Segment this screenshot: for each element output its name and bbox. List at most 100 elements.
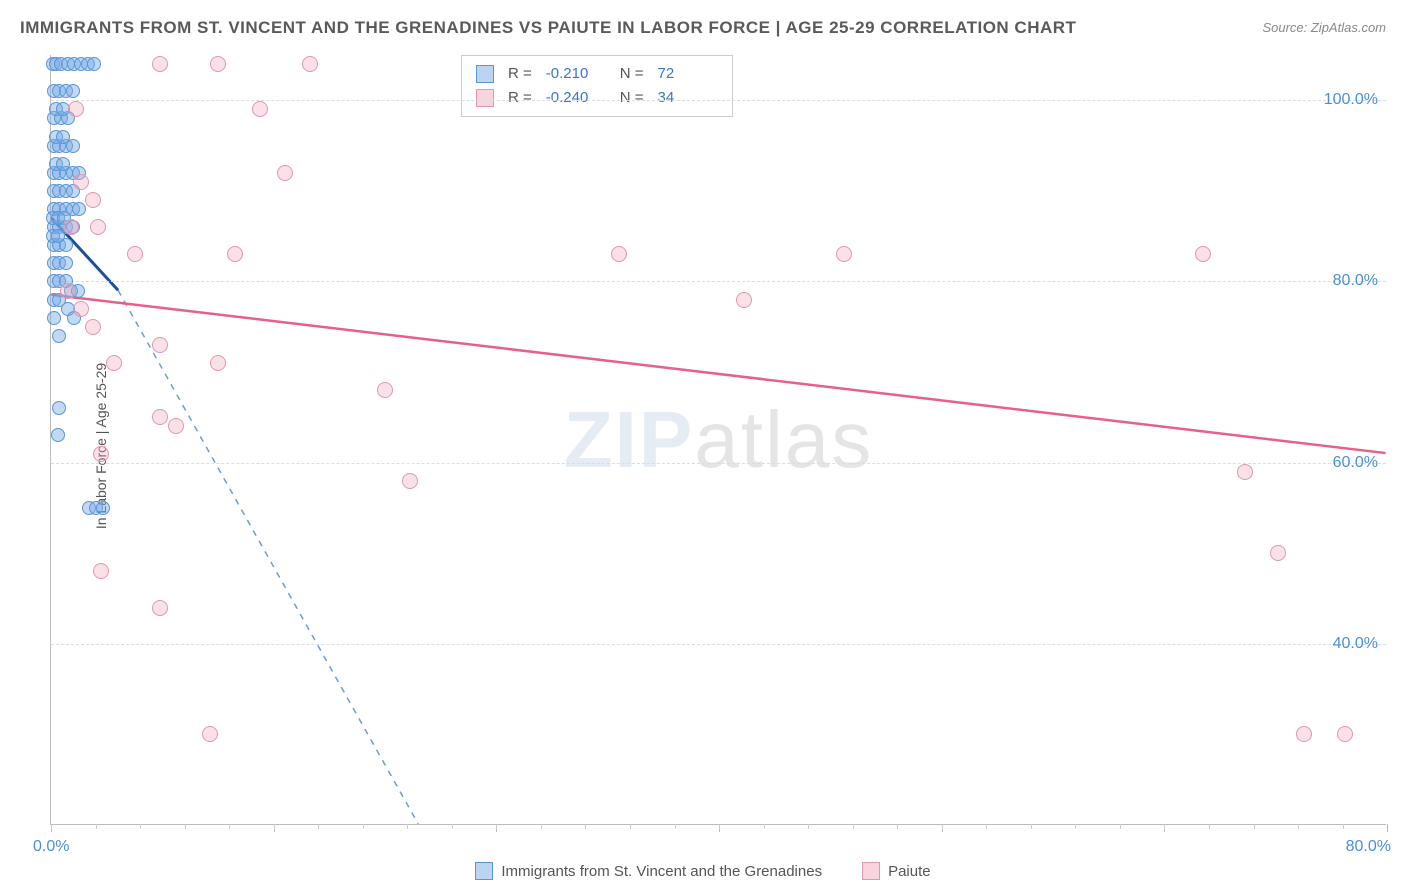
- data-point: [56, 130, 70, 144]
- data-point: [73, 174, 89, 190]
- x-minor-tick: [1120, 824, 1121, 829]
- x-minor-tick: [719, 824, 720, 829]
- data-point: [152, 337, 168, 353]
- gridline: [51, 281, 1386, 282]
- source-attribution: Source: ZipAtlas.com: [1262, 20, 1386, 35]
- data-point: [68, 101, 84, 117]
- data-point: [127, 246, 143, 262]
- data-point: [1270, 545, 1286, 561]
- x-minor-tick: [1254, 824, 1255, 829]
- data-point: [93, 563, 109, 579]
- data-point: [202, 726, 218, 742]
- data-point: [611, 246, 627, 262]
- x-minor-tick: [585, 824, 586, 829]
- data-point: [152, 409, 168, 425]
- data-point: [85, 192, 101, 208]
- x-minor-tick: [1164, 824, 1165, 829]
- legend-item: Immigrants from St. Vincent and the Gren…: [475, 862, 822, 880]
- data-point: [52, 329, 66, 343]
- data-point: [152, 56, 168, 72]
- data-point: [51, 428, 65, 442]
- data-point: [252, 101, 268, 117]
- x-minor-tick: [1075, 824, 1076, 829]
- data-point: [96, 501, 110, 515]
- stat-n-value: 72: [658, 62, 718, 86]
- data-point: [72, 202, 86, 216]
- legend-swatch: [475, 862, 493, 880]
- legend-label: Immigrants from St. Vincent and the Gren…: [501, 863, 822, 880]
- data-point: [152, 600, 168, 616]
- x-minor-tick: [764, 824, 765, 829]
- data-point: [85, 319, 101, 335]
- data-point: [59, 256, 73, 270]
- data-point: [87, 57, 101, 71]
- stat-r-value: -0.210: [546, 62, 606, 86]
- x-minor-tick: [274, 824, 275, 829]
- legend-swatch: [476, 65, 494, 83]
- stat-r-label: R =: [508, 86, 532, 110]
- x-minor-tick: [229, 824, 230, 829]
- x-minor-tick: [1031, 824, 1032, 829]
- x-minor-tick: [140, 824, 141, 829]
- data-point: [47, 311, 61, 325]
- data-point: [168, 418, 184, 434]
- stat-n-label: N =: [620, 62, 644, 86]
- x-minor-tick: [853, 824, 854, 829]
- x-minor-tick: [808, 824, 809, 829]
- x-minor-tick: [452, 824, 453, 829]
- data-point: [402, 473, 418, 489]
- bottom-legend: Immigrants from St. Vincent and the Gren…: [0, 862, 1406, 880]
- data-point: [836, 246, 852, 262]
- x-minor-tick: [363, 824, 364, 829]
- data-point: [377, 382, 393, 398]
- legend-item: Paiute: [862, 862, 931, 880]
- data-point: [210, 355, 226, 371]
- x-minor-tick: [496, 824, 497, 829]
- data-point: [63, 219, 79, 235]
- data-point: [227, 246, 243, 262]
- data-point: [93, 446, 109, 462]
- x-minor-tick: [630, 824, 631, 829]
- watermark-bold: ZIP: [564, 395, 694, 484]
- x-axis-start-label: 0.0%: [33, 838, 69, 856]
- chart-title: IMMIGRANTS FROM ST. VINCENT AND THE GREN…: [20, 18, 1076, 38]
- plot-area: ZIPatlas R =-0.210N =72R =-0.240N =34 0.…: [50, 55, 1386, 825]
- x-minor-tick: [51, 824, 52, 829]
- trend-lines: [51, 55, 1386, 824]
- data-point: [106, 355, 122, 371]
- y-tick-label: 100.0%: [1324, 91, 1378, 109]
- data-point: [1337, 726, 1353, 742]
- stat-row: R =-0.210N =72: [476, 62, 718, 86]
- gridline: [51, 644, 1386, 645]
- data-point: [66, 84, 80, 98]
- data-point: [302, 56, 318, 72]
- x-minor-tick: [897, 824, 898, 829]
- gridline: [51, 100, 1386, 101]
- x-minor-tick: [986, 824, 987, 829]
- data-point: [277, 165, 293, 181]
- y-tick-label: 40.0%: [1333, 635, 1378, 653]
- data-point: [73, 301, 89, 317]
- x-minor-tick: [942, 824, 943, 829]
- x-minor-tick: [541, 824, 542, 829]
- legend-label: Paiute: [888, 863, 931, 880]
- x-minor-tick: [1209, 824, 1210, 829]
- data-point: [1237, 464, 1253, 480]
- stat-r-value: -0.240: [546, 86, 606, 110]
- data-point: [52, 401, 66, 415]
- data-point: [1296, 726, 1312, 742]
- data-point: [90, 219, 106, 235]
- x-minor-tick: [1298, 824, 1299, 829]
- x-axis-end-label: 80.0%: [1346, 838, 1391, 856]
- stat-row: R =-0.240N =34: [476, 86, 718, 110]
- stat-n-value: 34: [658, 86, 718, 110]
- data-point: [736, 292, 752, 308]
- x-minor-tick: [96, 824, 97, 829]
- x-tick: [1387, 824, 1388, 832]
- y-tick-label: 60.0%: [1333, 454, 1378, 472]
- data-point: [60, 283, 76, 299]
- x-minor-tick: [675, 824, 676, 829]
- gridline: [51, 463, 1386, 464]
- data-point: [51, 229, 65, 243]
- data-point: [1195, 246, 1211, 262]
